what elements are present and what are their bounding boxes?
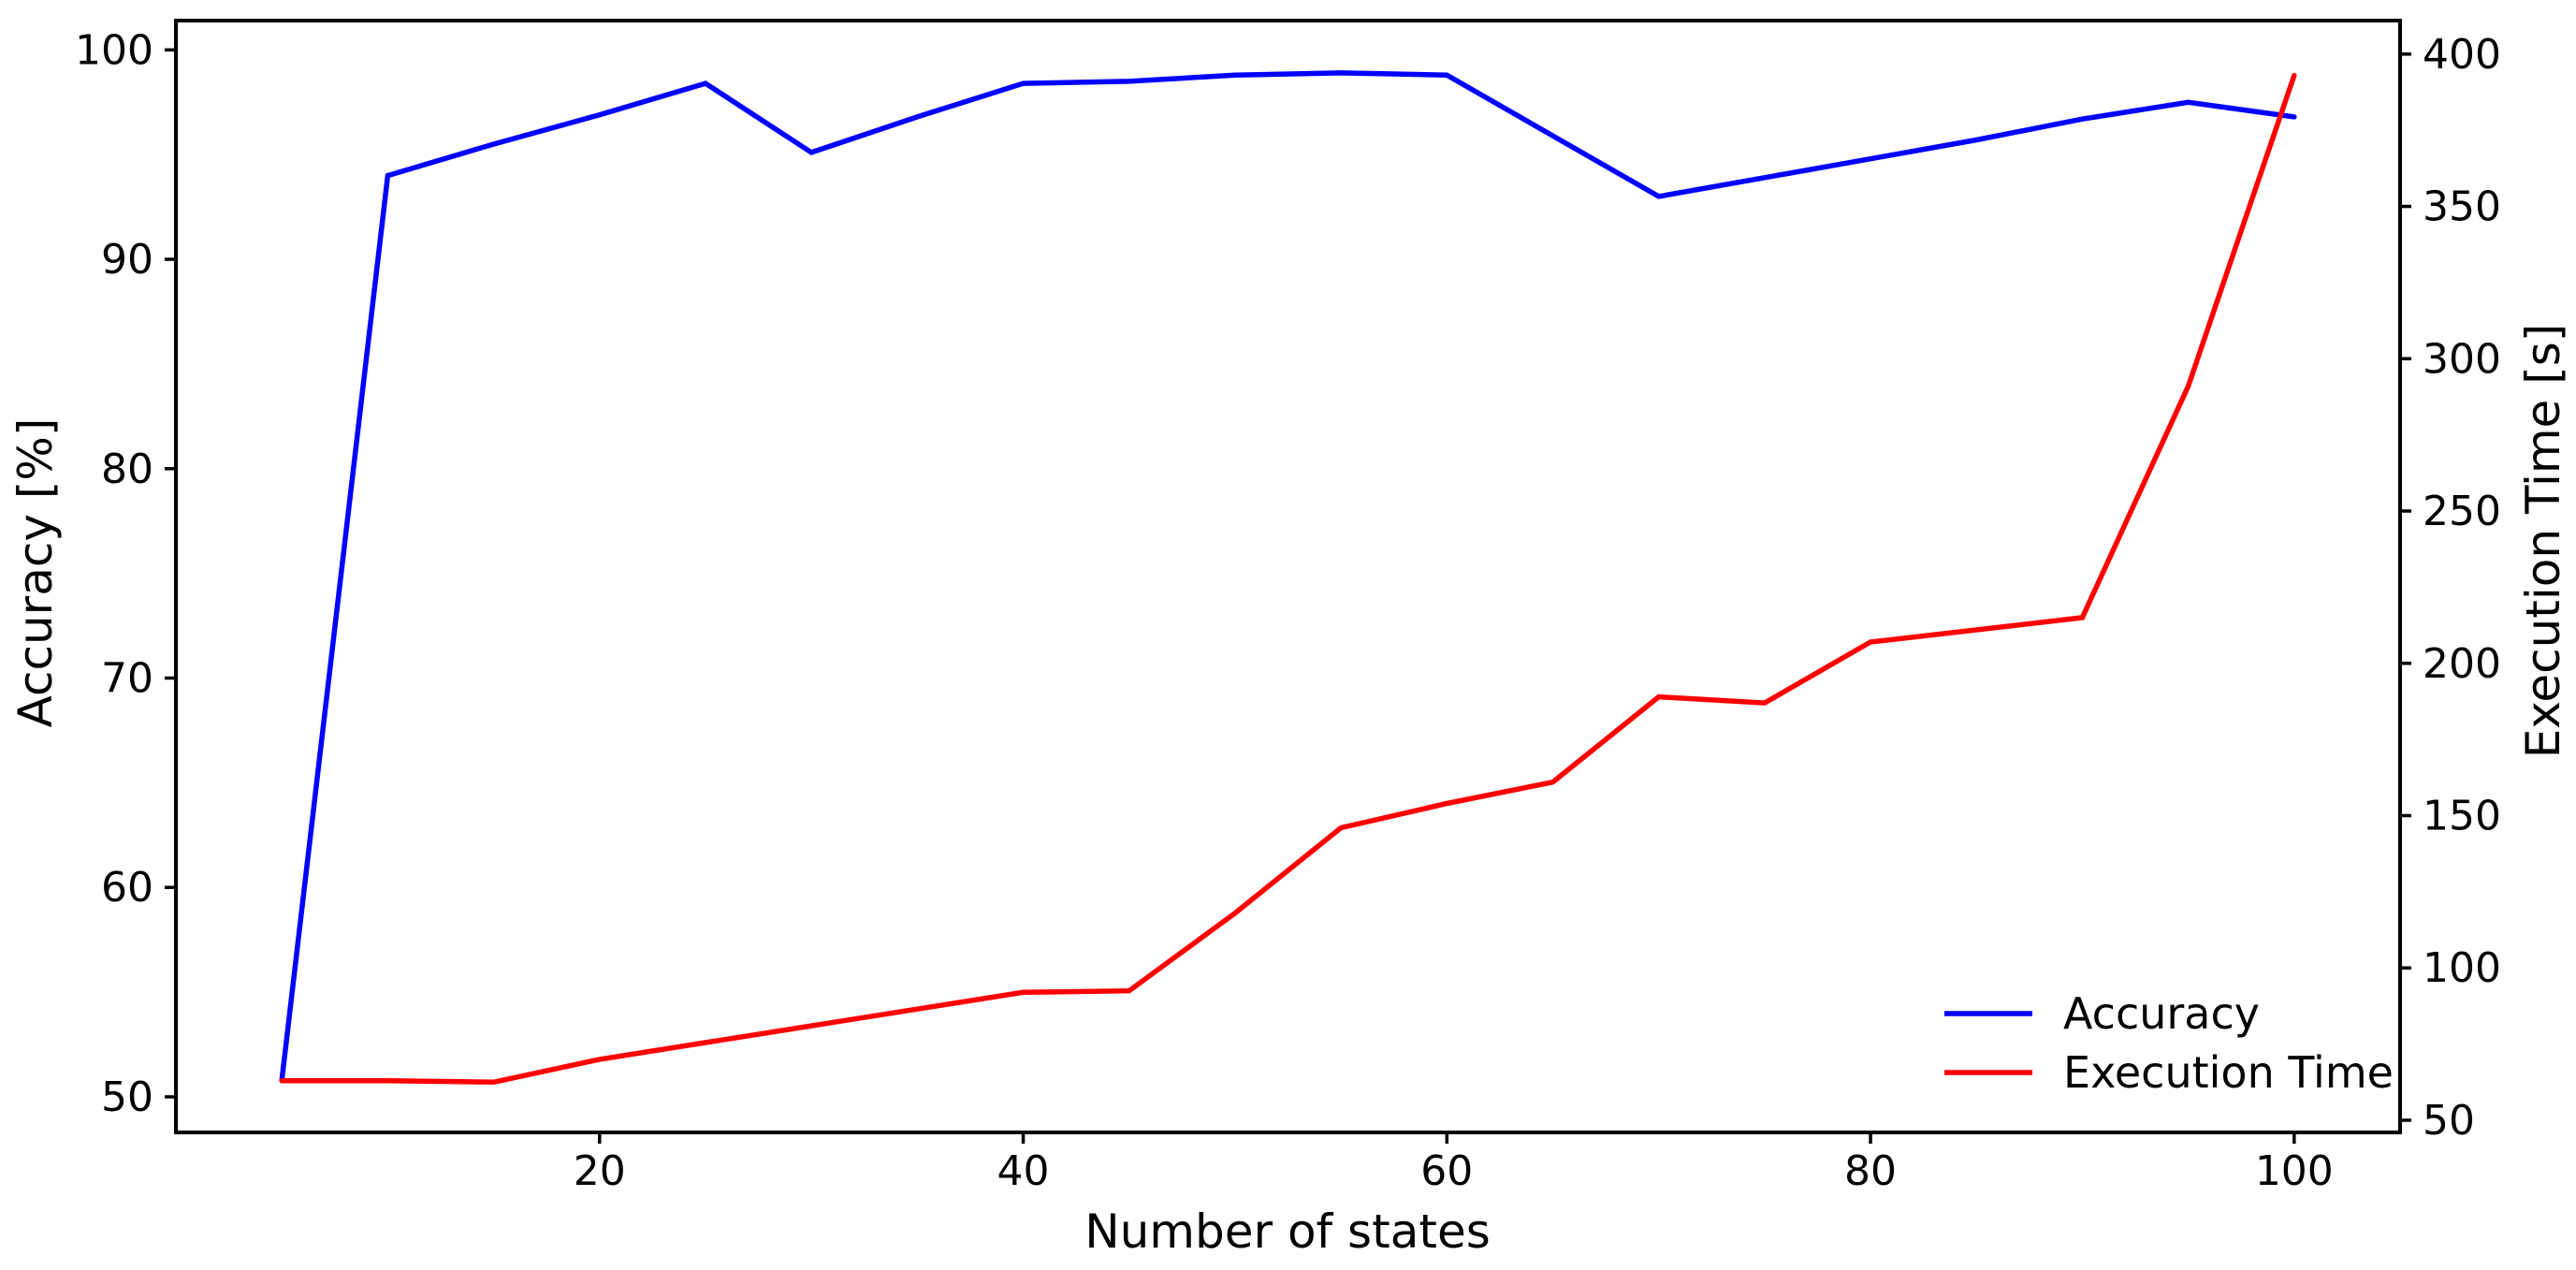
right-y-axis-ticks: 50 100 150 200 250 300 350 400 (2400, 31, 2501, 1145)
x-tick-label: 80 (1844, 1147, 1897, 1195)
legend-item-execution-time: Execution Time (1944, 1047, 2394, 1098)
left-y-tick-label: 80 (101, 445, 153, 493)
right-y-tick-label: 200 (2423, 640, 2501, 688)
left-y-tick-label: 50 (101, 1073, 153, 1121)
legend-label: Accuracy (2063, 988, 2260, 1039)
accuracy-line (279, 70, 2297, 1083)
legend-label: Execution Time (2063, 1047, 2394, 1098)
x-axis-label: Number of states (1084, 1204, 1491, 1259)
left-y-tick-label: 100 (75, 26, 153, 74)
x-axis-ticks: 20 40 60 80 100 (574, 1132, 2334, 1195)
left-y-axis-ticks: 50 60 70 80 90 100 (75, 26, 176, 1121)
right-y-tick-label: 100 (2423, 944, 2501, 992)
execution-time-line (279, 72, 2297, 1086)
legend-item-accuracy: Accuracy (1944, 988, 2260, 1039)
right-y-axis-label: Execution Time [s] (2516, 324, 2570, 759)
right-y-tick-label: 300 (2423, 335, 2501, 383)
x-tick-label: 60 (1420, 1147, 1473, 1195)
right-y-tick-label: 400 (2423, 31, 2501, 79)
legend: Accuracy Execution Time (1944, 988, 2394, 1098)
x-tick-label: 40 (997, 1147, 1050, 1195)
x-tick-label: 20 (574, 1147, 626, 1195)
series-lines (279, 70, 2297, 1086)
left-y-tick-label: 70 (101, 655, 153, 703)
right-y-tick-label: 150 (2423, 793, 2501, 840)
x-tick-label: 100 (2255, 1147, 2334, 1195)
right-y-tick-label: 250 (2423, 488, 2501, 535)
left-y-axis-label: Accuracy [%] (8, 418, 63, 728)
right-y-tick-label: 350 (2423, 183, 2501, 231)
plot-area-border (174, 19, 2402, 1134)
left-y-tick-label: 60 (101, 864, 153, 912)
left-y-tick-label: 90 (101, 236, 153, 284)
right-y-tick-label: 50 (2423, 1097, 2475, 1145)
